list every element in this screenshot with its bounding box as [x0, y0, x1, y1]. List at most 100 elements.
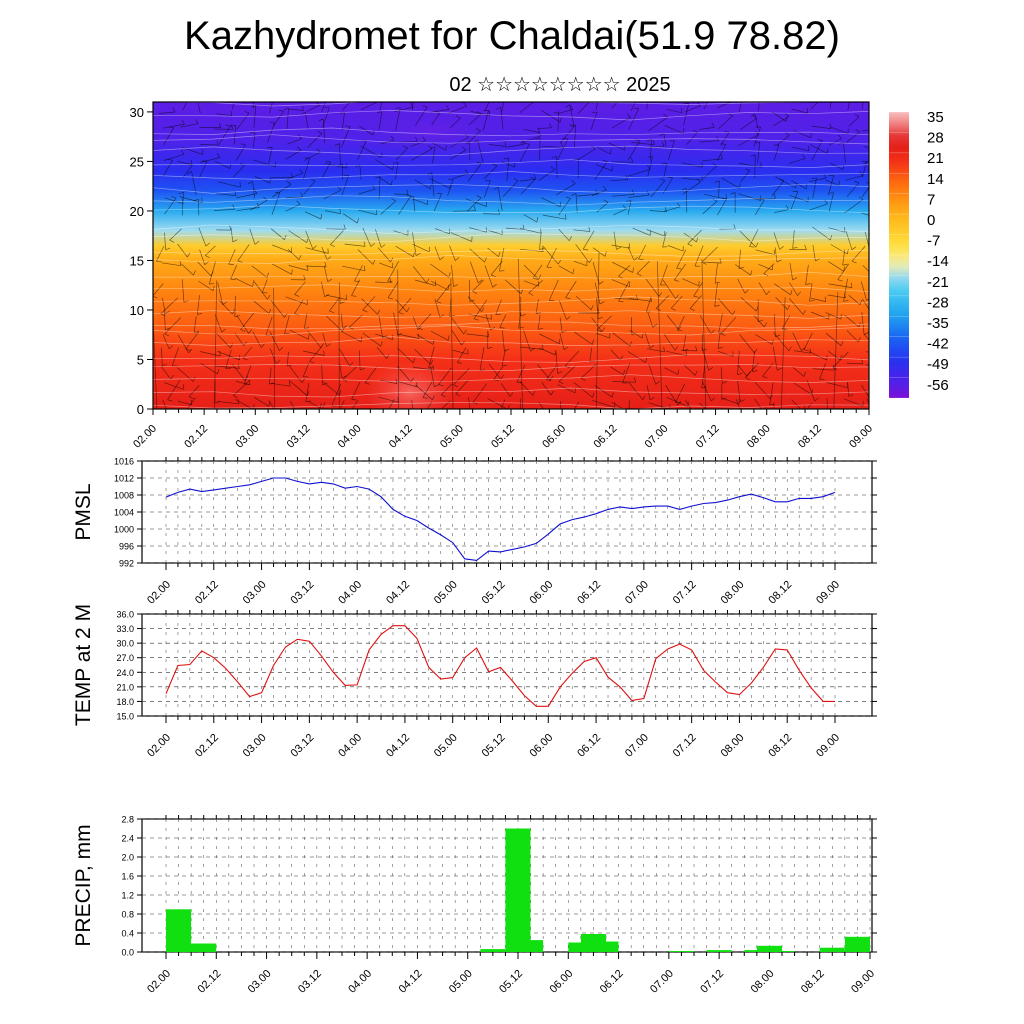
wind-barb [810, 297, 826, 302]
wind-barb [387, 261, 400, 282]
wind-barb-flag [349, 361, 354, 367]
wind-barb [718, 313, 723, 334]
wind-barb-flag [192, 376, 196, 382]
wind-barb-flag [230, 110, 233, 116]
wind-barb [364, 366, 377, 384]
wind-barb [675, 383, 686, 403]
wind-barb-flag [858, 322, 861, 328]
wind-barb-flag [729, 98, 732, 102]
wind-barb-flag [591, 145, 596, 150]
wind-barb-flag [550, 375, 554, 381]
wind-barb-flag [432, 339, 435, 345]
wind-barb [428, 346, 435, 369]
wind-barb [752, 351, 755, 372]
wind-barb-flag [473, 205, 477, 211]
wind-barb [629, 329, 643, 339]
wind-barb [412, 366, 434, 371]
wind-barb [716, 144, 727, 161]
wind-barb-flag [623, 369, 625, 375]
wind-barb-flag [280, 414, 283, 418]
wind-barb [233, 125, 237, 145]
wind-barb [305, 265, 327, 268]
wind-barb [225, 349, 232, 369]
wind-barb [714, 263, 718, 284]
wind-barb [233, 165, 245, 178]
wind-barb [594, 385, 613, 398]
wind-barb-flag [596, 87, 601, 88]
wind-barb-flag [828, 192, 834, 194]
wind-barb-flag [601, 327, 606, 332]
wind-barb-flag [481, 307, 485, 312]
temperature-panel: 15.0 18.0 21.0 24.0 27.0 30.0 33.0 36.0 02.00 02.… [72, 604, 877, 760]
wind-barb [468, 313, 492, 320]
wind-barb-flag [619, 93, 624, 95]
wind-barb-flag [430, 183, 432, 189]
wind-barb [702, 201, 718, 215]
wind-barb-flag [390, 180, 393, 186]
wind-barb [812, 177, 817, 199]
wind-barb-flag [626, 200, 632, 202]
wind-barb [449, 117, 461, 129]
wind-barb-flag [882, 348, 883, 353]
wind-barb-flag [602, 159, 608, 162]
wind-barb-flag [462, 146, 467, 151]
wind-barb [357, 140, 367, 160]
wind-barb-flag [643, 92, 648, 93]
wind-barb [270, 228, 285, 240]
wind-barb-flag [351, 399, 357, 401]
wind-barb-flag [412, 358, 416, 363]
wind-barb-flag [490, 314, 492, 320]
wind-barb-flag [237, 260, 243, 263]
wind-barb-flag [674, 346, 679, 351]
wind-barb-flag [837, 279, 843, 282]
wind-barb [268, 147, 273, 165]
wind-barb-flag [406, 194, 412, 197]
wind-barb [455, 380, 469, 395]
wind-barb [555, 156, 558, 179]
wind-barb [825, 312, 842, 320]
wind-barb-flag [763, 322, 768, 328]
wind-barb-flag [860, 94, 865, 95]
wind-barb-flag [283, 108, 289, 111]
wind-barb [249, 228, 256, 245]
wind-barb-flag [267, 147, 273, 149]
wind-barb [288, 230, 307, 243]
wind-barb-flag [632, 267, 634, 273]
y-tick-label: 36.0 [116, 610, 134, 620]
wind-barb [592, 400, 615, 408]
wind-barb-flag [534, 95, 538, 98]
wind-barb-flag [871, 252, 875, 255]
x-tick-label: 08.12 [766, 732, 794, 760]
wind-barb [484, 265, 494, 288]
wind-barb [181, 146, 203, 155]
wind-barb [594, 161, 608, 180]
wind-barb [412, 266, 427, 284]
wind-barb-flag [740, 399, 745, 403]
wind-barb [302, 363, 310, 377]
wind-barb [484, 102, 490, 111]
wind-barb [737, 134, 759, 147]
wind-barb [196, 295, 200, 315]
wind-barb-flag [380, 341, 383, 347]
wind-barb [773, 402, 775, 409]
wind-barb [286, 351, 289, 366]
wind-barb-flag [842, 263, 848, 266]
wind-barb [304, 112, 309, 129]
wind-barb [341, 175, 350, 196]
wind-barb [539, 333, 560, 345]
wind-barb [198, 227, 207, 247]
wind-barb [375, 281, 392, 284]
wind-barb [468, 396, 471, 409]
wind-barb [325, 294, 347, 300]
wind-barb [380, 139, 395, 145]
wind-barb [323, 189, 342, 200]
wind-barb [699, 140, 719, 143]
x-tick-label: 05.00 [432, 732, 460, 760]
wind-barb-flag [345, 294, 348, 300]
wind-barb-flag [330, 244, 335, 248]
wind-barb [714, 282, 718, 307]
wind-barb-flag [851, 260, 857, 264]
wind-barb [217, 181, 241, 188]
wind-barb [762, 362, 774, 377]
wind-barb [234, 295, 236, 317]
